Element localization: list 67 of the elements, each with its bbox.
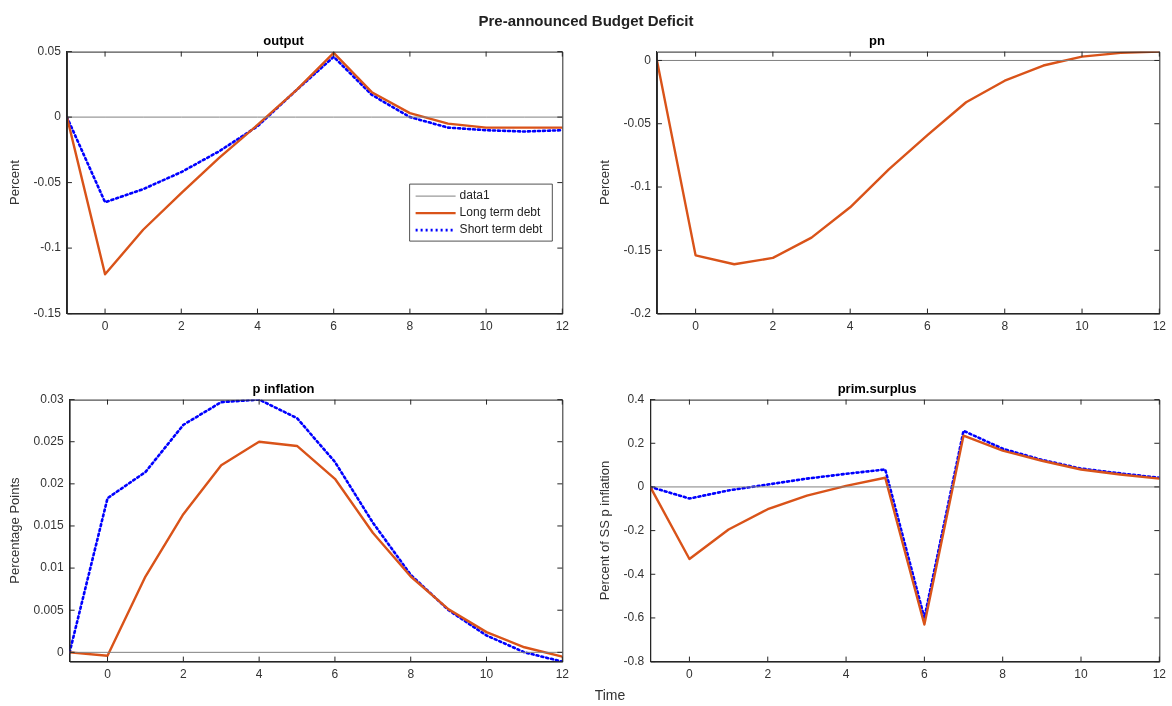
text: Pre-announced Budget Deficit [477,12,695,29]
chart-title: pn [869,33,885,49]
y-tick-label: 0.03 [40,391,64,406]
y-tick-label: 0 [54,109,62,124]
y-axis-title: Percent [7,159,23,206]
x-tick-label: 10 [1075,319,1090,334]
x-tick-label: 0 [686,667,694,682]
y-tick-label: -0.1 [630,179,652,194]
y-tick-label: -0.15 [33,305,62,320]
x-tick-label: 12 [555,667,570,682]
chart-title: prim.surplus [837,381,917,397]
x-tick-label: 12 [1152,319,1167,334]
legend-label: Long term debt [459,205,542,220]
y-tick-label: 0 [644,52,652,67]
y-axis-title: Percent [597,159,613,206]
x-tick-label: 6 [921,667,929,682]
x-tick-label: 0 [104,667,112,682]
y-tick-label: -0.05 [33,174,62,189]
y-tick-label: -0.8 [623,653,645,668]
x-tick-label: 4 [842,667,850,682]
line-series [66,55,563,204]
y-tick-label: 0.2 [627,435,645,450]
x-tick-label: 6 [924,319,932,334]
x-tick-label: 10 [479,319,494,334]
x-tick-label: 2 [177,319,185,334]
y-tick-label: 0.015 [33,518,64,533]
x-tick-label: 0 [692,319,700,334]
x-tick-label: 8 [999,667,1007,682]
y-tick-label: -0.6 [623,610,645,625]
x-tick-label: 2 [179,667,187,682]
x-axis-title: Time [593,687,627,703]
y-tick-label: -0.2 [630,305,652,320]
x-tick-label: 4 [846,319,854,334]
x-tick-label: 8 [407,667,415,682]
x-tick-label: 12 [1152,667,1167,682]
x-tick-label: 12 [555,319,570,334]
y-tick-label: -0.1 [40,240,62,255]
legend-label: Short term debt [459,222,543,237]
y-tick-label: -0.4 [623,566,645,581]
y-tick-label: 0.01 [40,560,64,575]
y-axis-title: Percent of SS p inflation [597,460,613,601]
x-tick-label: 8 [406,319,414,334]
y-tick-label: 0 [637,479,645,494]
x-tick-label: 4 [255,667,263,682]
x-tick-label: 4 [254,319,262,334]
y-tick-label: -0.05 [623,116,652,131]
x-tick-label: 0 [101,319,109,334]
chart-title: p inflation [252,381,315,397]
y-tick-label: 0.05 [37,43,62,58]
line-series [69,399,563,662]
x-tick-label: 8 [1001,319,1009,334]
y-tick-label: 0.4 [627,391,645,406]
x-tick-label: 6 [331,667,339,682]
x-tick-label: 2 [764,667,772,682]
y-tick-label: 0 [56,644,64,659]
y-tick-label: -0.15 [623,242,652,257]
x-tick-label: 2 [769,319,777,334]
x-tick-label: 6 [330,319,338,334]
chart-title: output [263,33,305,49]
y-tick-label: -0.2 [623,522,645,537]
y-axis-title: Percentage Points [7,476,23,584]
x-tick-label: 10 [1074,667,1089,682]
x-tick-label: 10 [479,667,494,682]
y-tick-label: 0.005 [33,602,64,617]
legend-label: data1 [459,188,490,203]
y-tick-label: 0.02 [40,476,64,491]
y-tick-label: 0.025 [33,434,64,449]
